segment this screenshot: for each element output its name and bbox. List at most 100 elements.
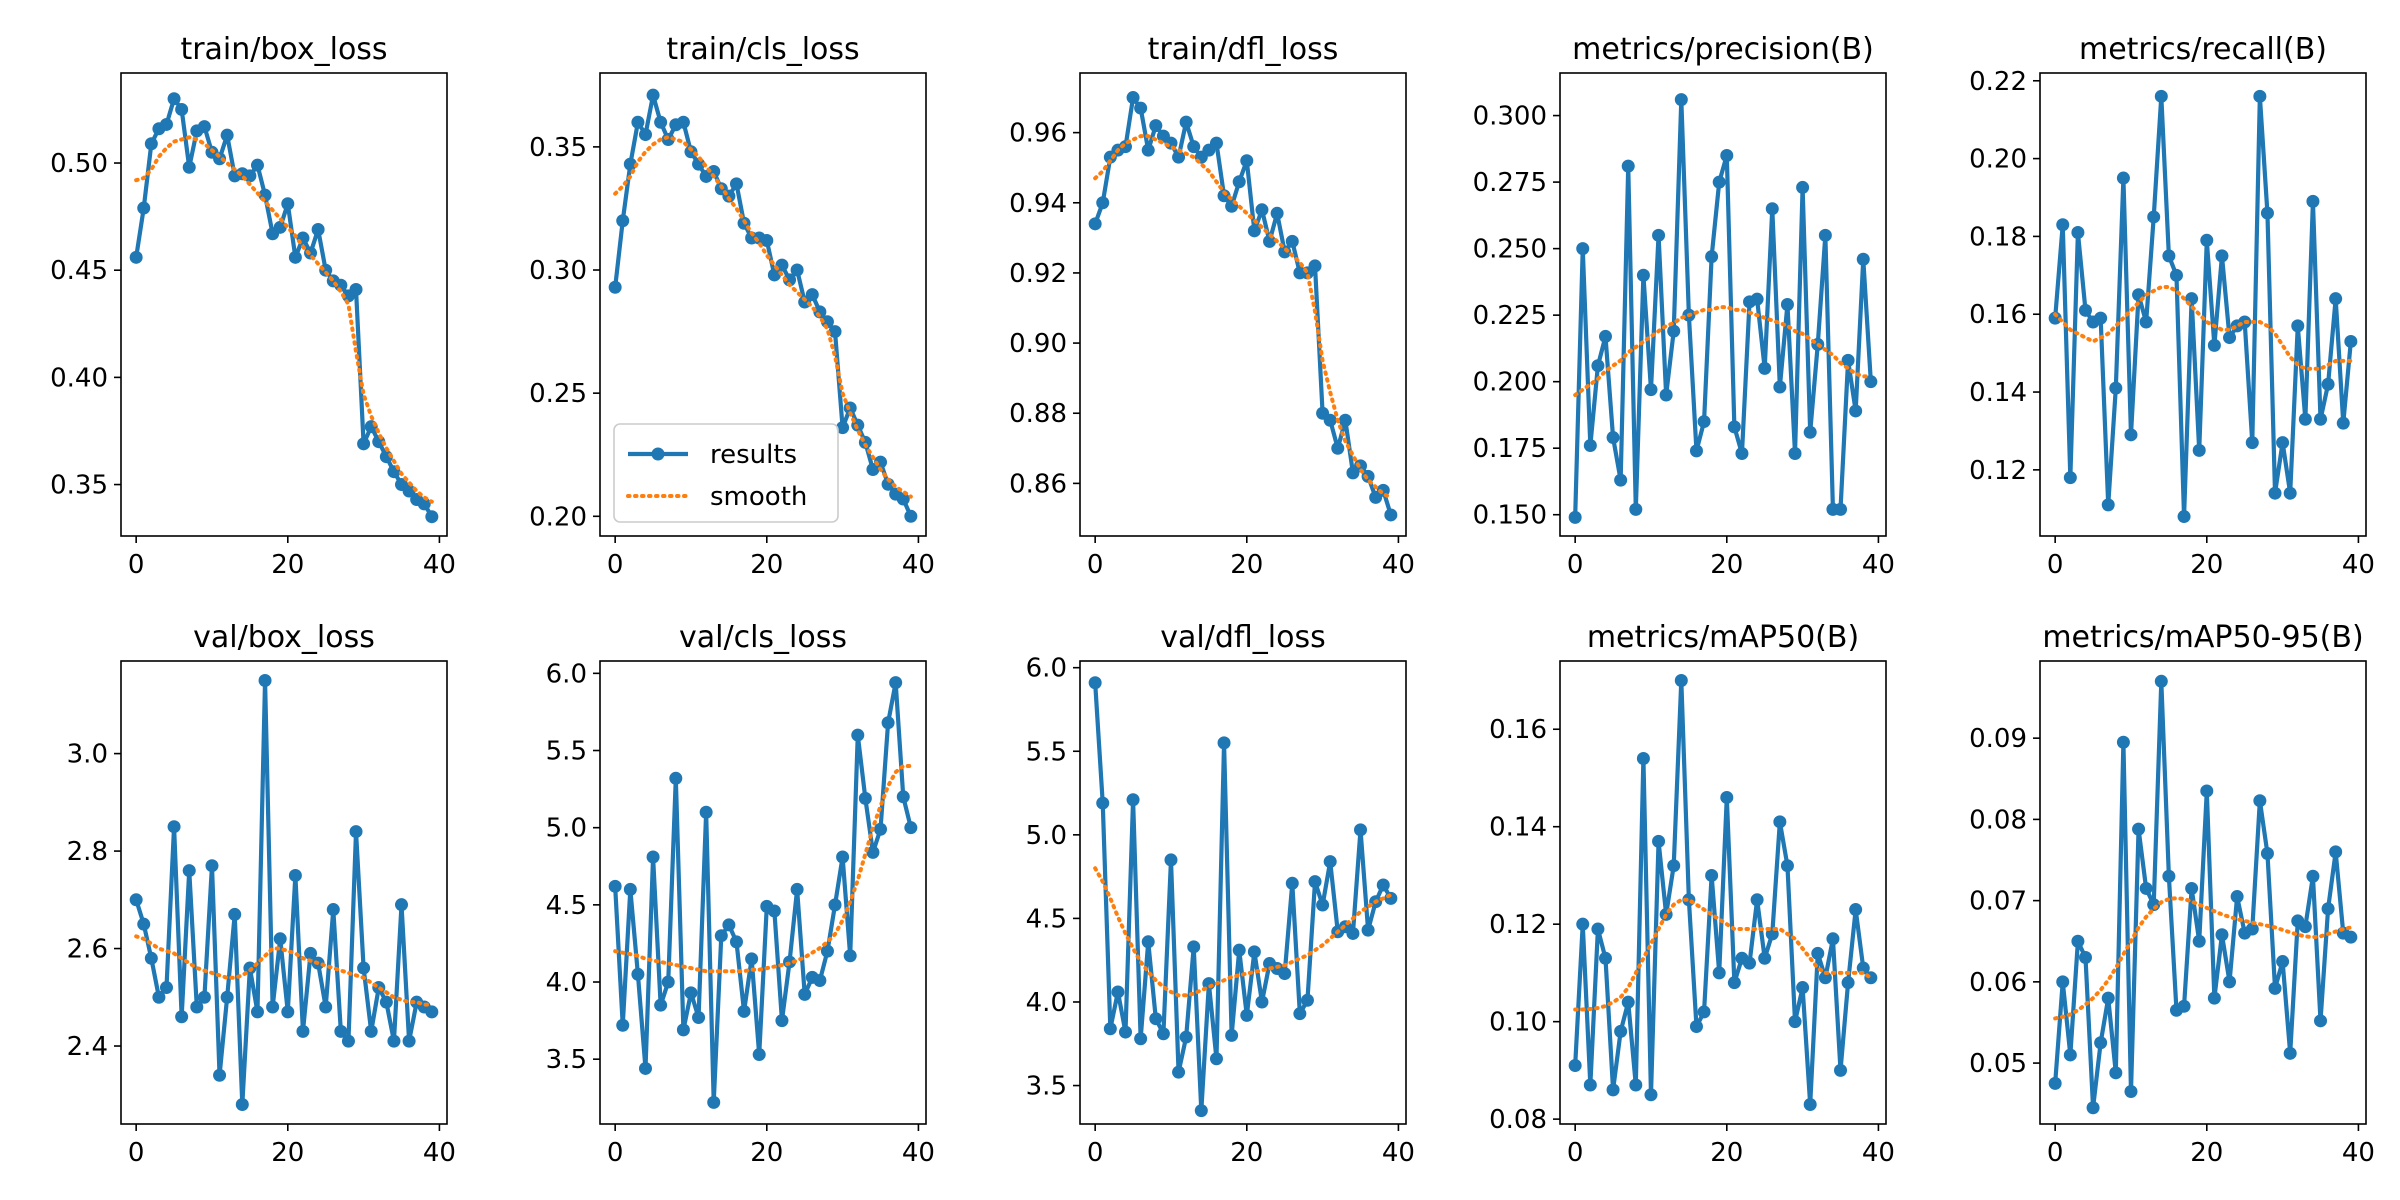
data-point — [2162, 869, 2176, 883]
x-tick-label: 40 — [2342, 550, 2375, 580]
data-point — [836, 421, 850, 435]
data-point — [1705, 250, 1719, 264]
data-point — [1285, 234, 1299, 248]
data-point — [129, 893, 143, 907]
x-tick-label: 0 — [1567, 1138, 1584, 1168]
data-point — [1750, 292, 1764, 306]
data-point — [1856, 252, 1870, 266]
data-point — [1750, 893, 1764, 907]
data-point — [2260, 206, 2274, 220]
y-tick-label: 6.0 — [1026, 654, 1067, 684]
data-point — [858, 791, 872, 805]
series-results — [1088, 676, 1398, 1118]
y-tick-label: 5.5 — [546, 737, 587, 767]
data-point — [2230, 890, 2244, 904]
data-point — [1217, 189, 1231, 203]
y-tick-label: 6.0 — [546, 659, 587, 689]
data-point — [722, 918, 736, 932]
x-tick-label: 20 — [2190, 1138, 2223, 1168]
results-line — [134, 678, 433, 1107]
data-point — [2192, 443, 2206, 457]
x-tick-label: 0 — [1087, 1138, 1104, 1168]
y-tick-label: 0.175 — [1473, 434, 1547, 464]
data-point — [349, 825, 363, 839]
series-results — [2048, 674, 2358, 1115]
data-point — [1141, 935, 1155, 949]
y-tick-label: 0.90 — [1009, 329, 1067, 359]
y-tick-label: 0.16 — [1969, 300, 2027, 330]
data-point — [1621, 159, 1635, 173]
data-point — [1720, 790, 1734, 804]
data-point — [2177, 510, 2191, 524]
y-tick-label: 0.86 — [1009, 469, 1067, 499]
chart-title: metrics/mAP50(B) — [1587, 620, 1859, 655]
data-point — [1636, 751, 1650, 765]
data-point — [379, 995, 393, 1009]
data-point — [1217, 736, 1231, 750]
x-tick-label: 0 — [607, 1138, 624, 1168]
data-point — [1179, 115, 1193, 129]
data-point — [676, 1023, 690, 1037]
data-point — [357, 437, 371, 451]
data-point — [1598, 951, 1612, 965]
data-point — [175, 102, 189, 116]
data-point — [2124, 1085, 2138, 1099]
data-point — [2283, 1046, 2297, 1060]
data-point — [2063, 471, 2077, 485]
data-point — [1088, 676, 1102, 690]
data-point — [1346, 926, 1360, 940]
data-point — [1780, 298, 1794, 311]
data-point — [1591, 359, 1605, 373]
y-tick-label: 0.12 — [1969, 456, 2027, 486]
x-tick-label: 20 — [2190, 550, 2223, 580]
data-point — [1126, 91, 1140, 105]
data-point — [235, 1098, 249, 1112]
chart-panel: train/dfl_loss 0 20 40 0.86 0.88 0.90 0.92 0.94 0… — [1009, 32, 1415, 580]
x-tick-label: 40 — [902, 550, 935, 580]
axes-frame — [2039, 660, 2367, 1125]
smooth-line — [613, 763, 913, 974]
data-point — [1255, 995, 1269, 1009]
data-point — [828, 898, 842, 912]
y-tick-label: 0.07 — [1969, 887, 2027, 917]
y-tick-label: 0.10 — [1489, 1008, 1547, 1038]
y-tick-label: 0.08 — [1489, 1105, 1547, 1135]
axes-frame — [1559, 72, 1887, 537]
data-point — [220, 990, 234, 1004]
results-line — [1573, 97, 1873, 518]
x-tick-label: 40 — [423, 550, 456, 580]
data-point — [2109, 381, 2123, 395]
data-point — [1209, 1052, 1223, 1066]
data-point — [1225, 1028, 1239, 1042]
data-point — [1765, 202, 1779, 216]
data-point — [1841, 976, 1855, 990]
y-tick-label: 0.20 — [529, 502, 587, 532]
data-point — [1187, 140, 1201, 154]
data-point — [2154, 674, 2168, 688]
y-tick-label: 5.0 — [546, 814, 587, 844]
data-point — [1172, 150, 1186, 164]
data-point — [182, 160, 196, 174]
x-tick-label: 0 — [1567, 550, 1584, 580]
y-tick-label: 0.88 — [1009, 399, 1067, 429]
data-point — [1803, 425, 1817, 439]
data-point — [2223, 975, 2237, 989]
y-tick-label: 0.30 — [529, 256, 587, 286]
data-point — [1674, 93, 1688, 107]
data-point — [357, 961, 371, 975]
data-point — [1338, 413, 1352, 427]
data-point — [2192, 934, 2206, 948]
data-point — [2215, 249, 2229, 263]
data-point — [661, 975, 675, 989]
data-point — [1780, 859, 1794, 873]
legend: results smooth — [613, 423, 839, 523]
smooth-line — [1573, 897, 1873, 1012]
data-point — [767, 904, 781, 918]
y-tick-label: 0.150 — [1473, 501, 1547, 531]
y-tick-label: 0.40 — [50, 363, 108, 393]
x-tick-label: 20 — [271, 550, 304, 580]
data-point — [1149, 119, 1163, 133]
data-point — [1743, 956, 1757, 970]
x-tick-label: 0 — [2047, 1138, 2064, 1168]
y-tick-label: 2.6 — [67, 935, 108, 965]
